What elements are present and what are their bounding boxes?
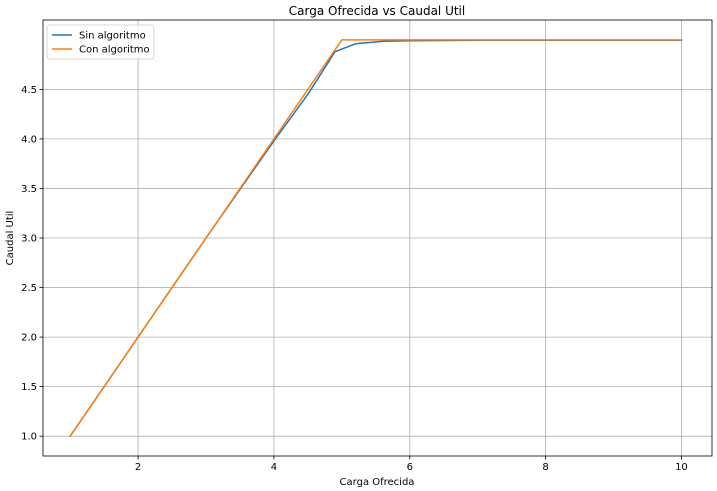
y-tick-label: 1.0 xyxy=(21,432,37,443)
ticks-layer: 2 4 6 8 10 1.0 1.5 2.0 2.5 3.0 3.5 4.0 4.5 xyxy=(21,85,688,473)
legend: Sin algoritmo Con algoritmo xyxy=(46,24,155,60)
x-tick-label: 8 xyxy=(542,462,548,473)
x-tick-label: 4 xyxy=(271,462,277,473)
x-tick-label: 10 xyxy=(675,462,688,473)
chart-title: Carga Ofrecida vs Caudal Util xyxy=(289,4,465,18)
legend-label: Con algoritmo xyxy=(79,45,150,56)
legend-label: Sin algoritmo xyxy=(79,31,146,42)
y-tick-label: 2.0 xyxy=(21,333,37,344)
grid-layer xyxy=(43,20,712,456)
x-tick-label: 6 xyxy=(407,462,413,473)
y-tick-label: 3.5 xyxy=(21,184,37,195)
y-tick-label: 1.5 xyxy=(21,382,37,393)
y-axis-label: Caudal Util xyxy=(5,211,16,266)
legend-box xyxy=(46,24,155,60)
x-tick-label: 2 xyxy=(135,462,141,473)
x-axis-label: Carga Ofrecida xyxy=(340,477,415,488)
y-tick-label: 2.5 xyxy=(21,283,37,294)
series-layer xyxy=(69,39,683,438)
y-tick-label: 3.0 xyxy=(21,234,37,245)
series-line-2 xyxy=(69,39,683,438)
y-tick-label: 4.5 xyxy=(21,85,37,96)
y-tick-label: 4.0 xyxy=(21,134,37,145)
